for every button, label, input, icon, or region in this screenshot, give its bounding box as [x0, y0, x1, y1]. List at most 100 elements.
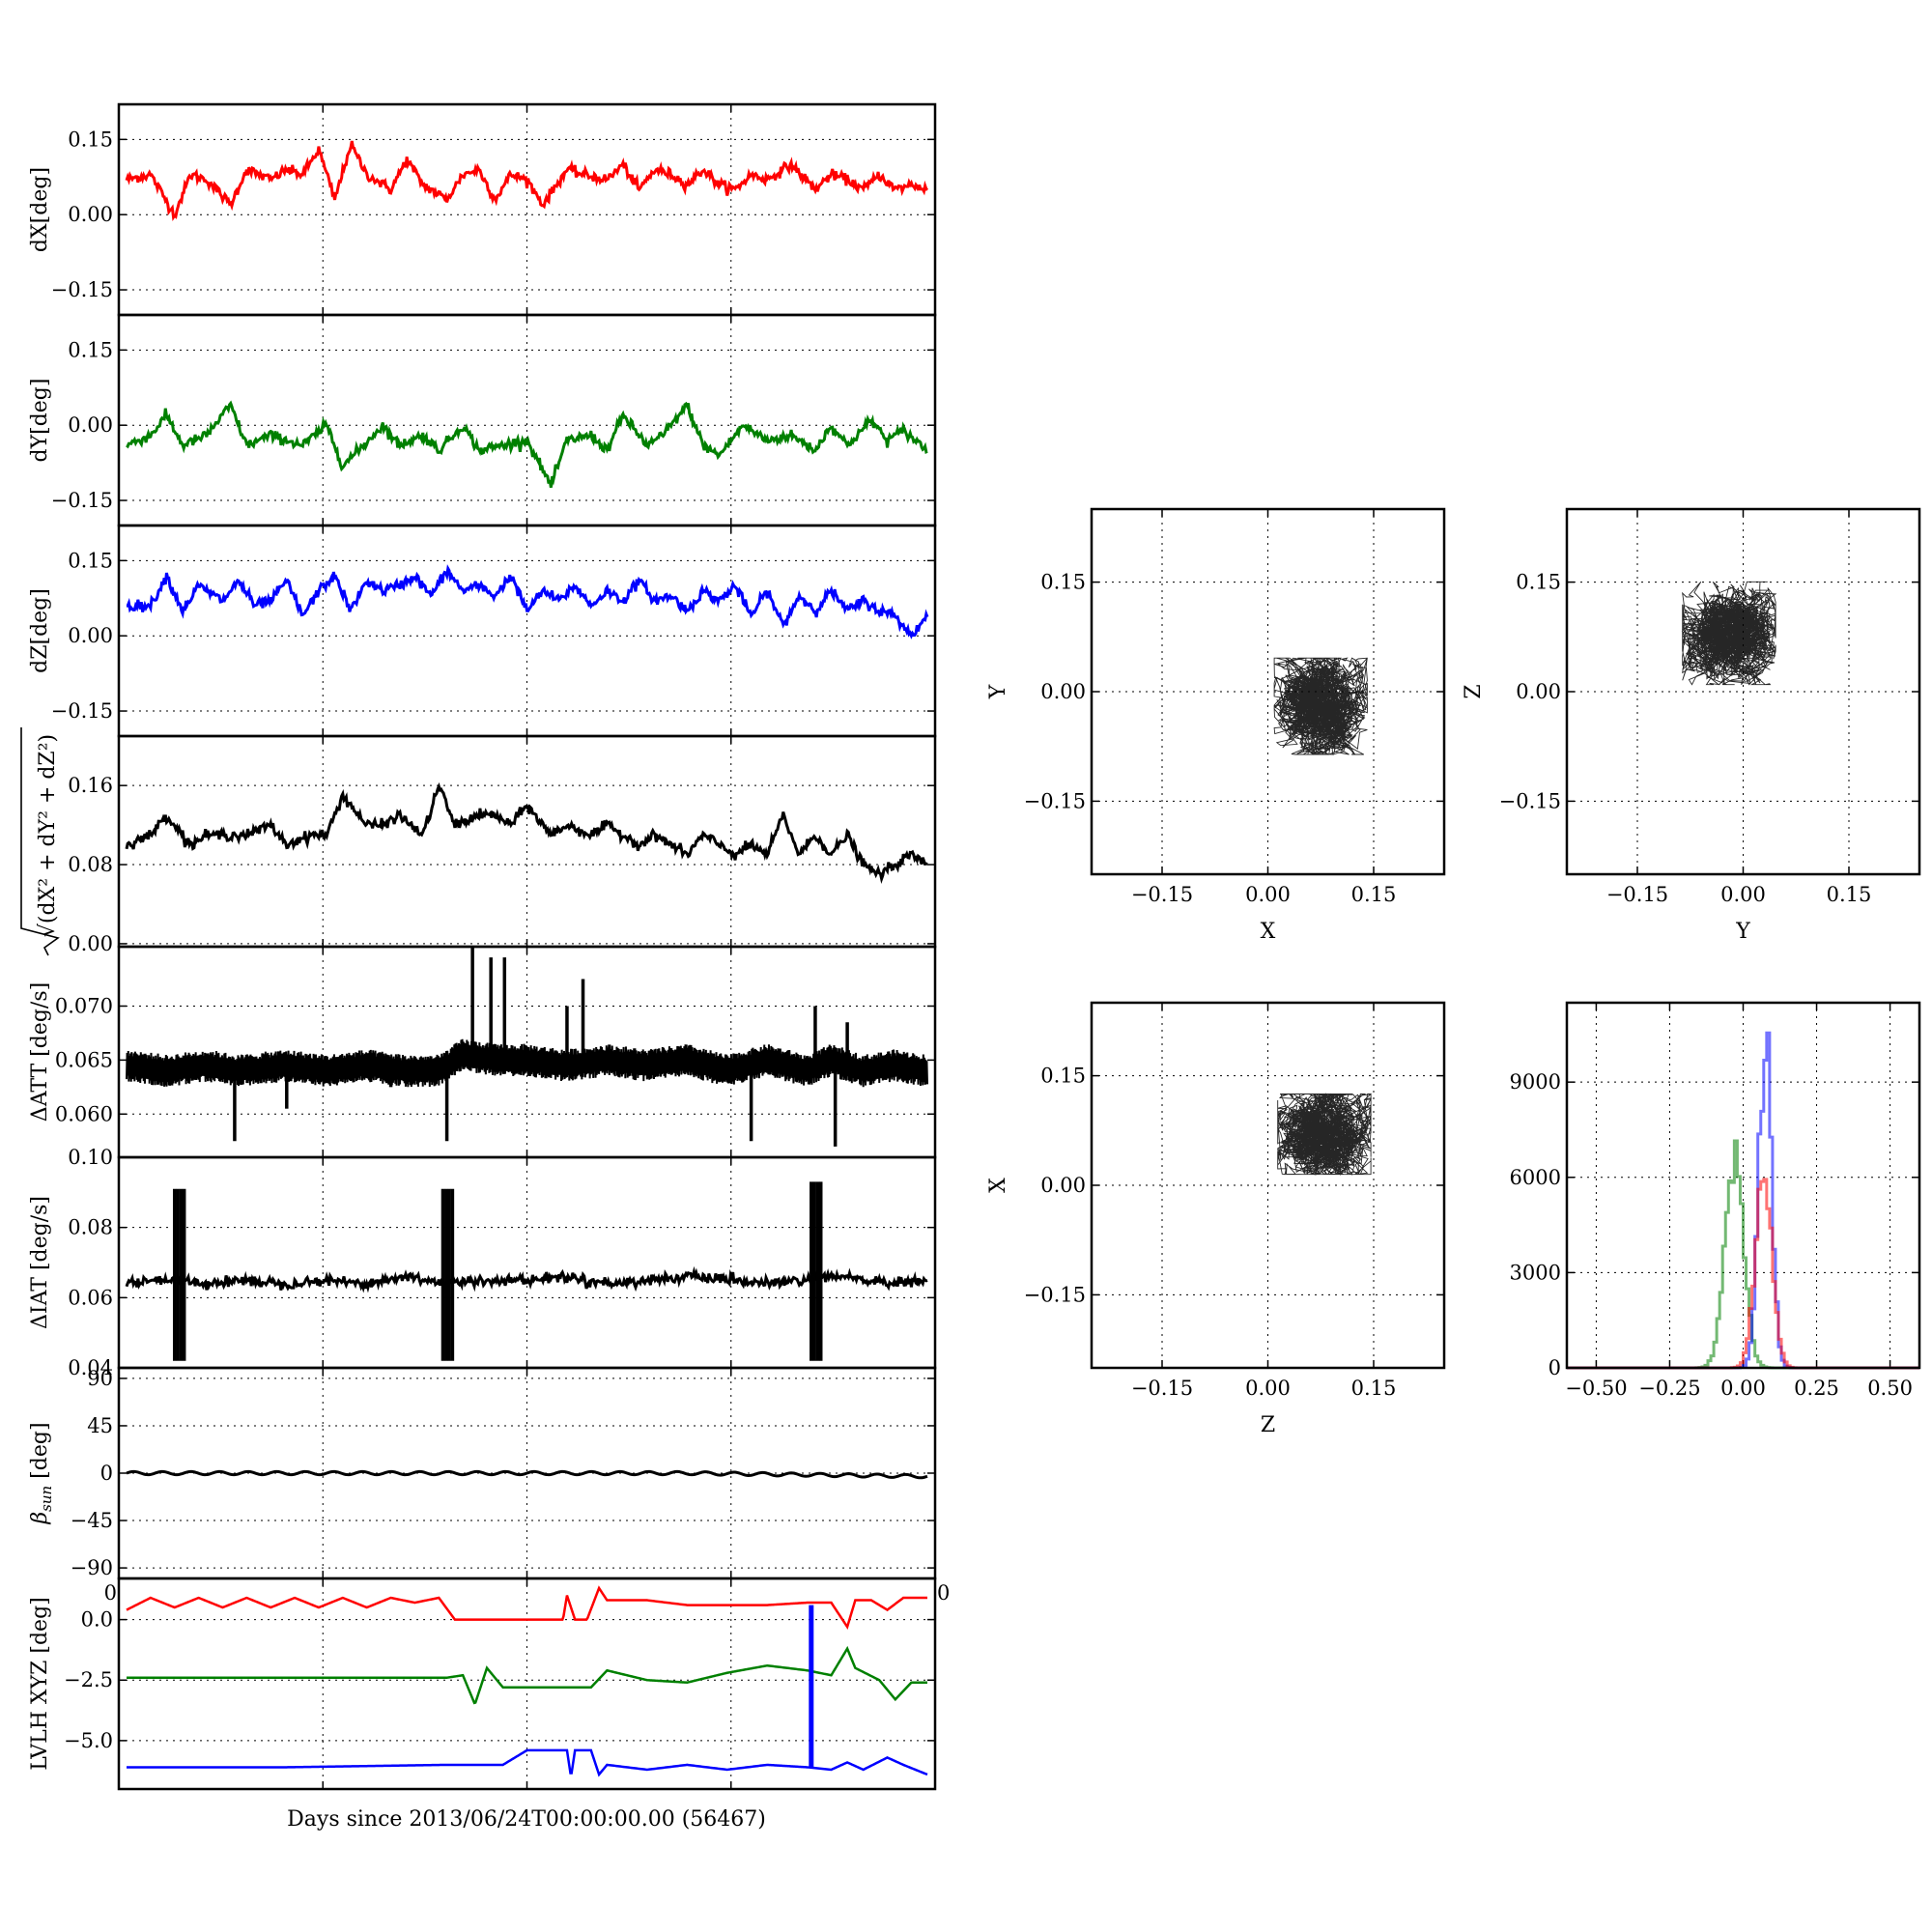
- panel-frame: [1090, 507, 1446, 876]
- panel-beta: 90 45 0 −45 −90 βsun [deg]: [28, 1366, 937, 1580]
- figure-xlabel: Days since 2013/06/24T00:00:00.00 (56467…: [287, 1807, 766, 1832]
- ylabel-sqrt: √(dX² + dY² + dZ²): [20, 727, 60, 956]
- y-tick-label: 0.00: [68, 624, 113, 647]
- y-tick-label: 0: [100, 1462, 113, 1485]
- y-tick-label: 0.00: [68, 203, 113, 226]
- y-axis-label: dZ[deg]: [28, 588, 52, 673]
- series-group: [125, 1181, 928, 1361]
- y-tick-label: 0.15: [68, 549, 113, 572]
- y-tick-label: −90: [71, 1556, 113, 1579]
- series-group: [126, 400, 928, 488]
- y-tick-label: 0.08: [68, 1216, 113, 1239]
- y-axis-label: ΔIAT [deg/s]: [28, 1196, 52, 1329]
- series-line-blue: [127, 1748, 928, 1777]
- x-tick-label: 0.15: [1351, 883, 1397, 906]
- x-tick-label: 0.00: [1720, 883, 1766, 906]
- y-tick-label: 0.00: [68, 932, 113, 955]
- series-group: [126, 564, 929, 639]
- panel-scatterYZ: 0.15 0.00 −0.15 −0.15 0.00 0.15 Y Z: [1462, 507, 1921, 944]
- y-tick-label: 0.15: [68, 128, 113, 151]
- series-line-black: [125, 781, 928, 885]
- y-tick-label: −5.0: [64, 1729, 113, 1752]
- scatter-trace: [1681, 581, 1777, 686]
- x-tick-label: 0.50: [1867, 1377, 1913, 1400]
- y-tick-label: 0.16: [68, 774, 113, 797]
- y-axis-label: Y: [986, 684, 1010, 699]
- series-band-datt: [126, 1038, 928, 1088]
- y-tick-label: 0: [1548, 1356, 1561, 1379]
- x-axis-label: Z: [1261, 1413, 1275, 1437]
- series-line-red: [125, 140, 929, 222]
- x-tick-label: 0.00: [1720, 1377, 1766, 1400]
- y-tick-label: 0.00: [1516, 680, 1561, 703]
- y-tick-label: 0.15: [1516, 571, 1561, 594]
- x-tick-label: −0.25: [1638, 1377, 1700, 1400]
- y-tick-label: 0.00: [1040, 1174, 1086, 1197]
- y-tick-label: −0.15: [1024, 1283, 1086, 1306]
- x-tick-label: −0.15: [1131, 1377, 1193, 1400]
- y-tick-label: −2.5: [64, 1668, 113, 1691]
- panel-frame: [117, 1577, 937, 1791]
- series-line-green: [127, 1645, 927, 1705]
- y-tick-label: −0.15: [51, 489, 113, 512]
- panel-frame: [1565, 507, 1921, 876]
- x-tick-label: 0.00: [1245, 883, 1291, 906]
- y-tick-label: 0.00: [1040, 680, 1086, 703]
- y-tick-label: 6000: [1510, 1166, 1561, 1189]
- x-axis-label: X: [1261, 920, 1276, 944]
- y-tick-label: 0.00: [68, 413, 113, 437]
- series-group: [125, 781, 928, 885]
- y-tick-label: 0.06: [68, 1286, 113, 1309]
- series-group: [126, 1469, 928, 1480]
- y-tick-label: −45: [71, 1509, 113, 1532]
- panel-dZ: 0.15 0.00 −0.15 dZ[deg]: [28, 524, 937, 738]
- x-tick-label: 0.00: [1245, 1377, 1291, 1400]
- panel-dR: 0.16 0.08 0.00 √(dX² + dY² + dZ²): [20, 727, 937, 956]
- series-line-beta: [126, 1469, 928, 1480]
- y-tick-label: 0.10: [68, 1146, 113, 1169]
- y-tick-label: 0.15: [68, 338, 113, 361]
- panel-dIAT: 0.10 0.08 0.06 0.04 ΔIAT [deg/s]: [28, 1146, 937, 1379]
- panel-dX: 0.15 0.00 −0.15 dX[deg]: [28, 102, 937, 317]
- series-group: [126, 947, 928, 1147]
- y-axis-label: dY[deg]: [28, 379, 52, 463]
- series-line-green: [126, 400, 928, 488]
- y-tick-label: 0.15: [1040, 571, 1086, 594]
- y-tick-label: −0.15: [51, 699, 113, 723]
- x-tick-label: −0.15: [1131, 883, 1193, 906]
- corner-label-right: 0: [937, 1581, 950, 1605]
- y-tick-label: 0.065: [55, 1048, 113, 1071]
- y-tick-label: 0.0: [81, 1608, 113, 1632]
- y-axis-label: βsun [deg]: [28, 1422, 55, 1524]
- sqrt-sign: [20, 727, 60, 956]
- x-tick-label: −0.50: [1565, 1377, 1627, 1400]
- corner-label-left: 0: [104, 1581, 117, 1605]
- y-axis-label: X: [986, 1178, 1010, 1193]
- y-tick-label: 0.15: [1040, 1065, 1086, 1088]
- x-tick-label: 0.15: [1827, 883, 1872, 906]
- panel-scatterZX: 0.15 0.00 −0.15 −0.15 0.00 0.15 Z X: [986, 1001, 1446, 1437]
- scatter-trace: [1276, 1093, 1372, 1177]
- y-tick-label: −0.15: [51, 278, 113, 301]
- series-group: [125, 140, 929, 222]
- series-line-black: [125, 1265, 928, 1293]
- y-tick-label: 3000: [1510, 1261, 1561, 1284]
- series-line-red: [126, 1585, 927, 1631]
- x-axis-label: Y: [1735, 920, 1750, 944]
- y-axis-label: dX[deg]: [28, 167, 52, 252]
- panel-frame: [1090, 1001, 1446, 1370]
- y-axis-label: LVLH XYZ [deg]: [28, 1597, 52, 1771]
- x-tick-label: 0.15: [1351, 1377, 1397, 1400]
- series-line-blue: [126, 564, 929, 639]
- y-tick-label: 0.08: [68, 853, 113, 876]
- y-axis-label: Z: [1462, 684, 1486, 698]
- y-tick-label: 9000: [1510, 1070, 1561, 1094]
- x-tick-label: 0.25: [1794, 1377, 1839, 1400]
- scatter-trace: [1273, 657, 1369, 755]
- panel-lvlh: 0.0 −2.5 −5.0 0 0 LVLH XYZ [deg]: [28, 1577, 950, 1791]
- y-tick-label: −0.15: [1499, 789, 1561, 812]
- y-tick-label: 0.070: [55, 994, 113, 1017]
- panel-frame: [1565, 1001, 1921, 1370]
- y-tick-label: 45: [87, 1414, 113, 1437]
